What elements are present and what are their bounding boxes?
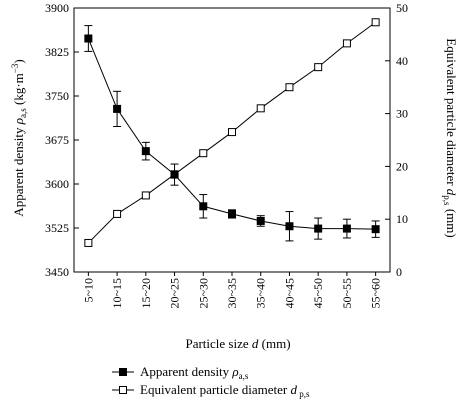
legend-marker-open-square <box>119 386 127 394</box>
density-point <box>199 202 208 211</box>
x-tick-label: 10~15 <box>110 278 124 309</box>
left-tick-label: 3750 <box>45 89 69 103</box>
plot-border <box>73 7 391 273</box>
x-tick-label: 15~20 <box>139 278 153 309</box>
density-point <box>228 209 236 218</box>
diameter-point <box>228 128 236 137</box>
left-tick-label: 3600 <box>45 177 69 191</box>
x-axis-ticks: 5~10 10~15 15~20 20~25 25~30 30~35 35~40 40~45 4… <box>81 272 383 309</box>
left-tick-label: 3675 <box>45 133 69 147</box>
left-tick-label: 3525 <box>45 221 69 235</box>
density-point <box>170 170 179 179</box>
density-point <box>141 147 150 156</box>
diameter-point <box>342 39 351 48</box>
x-tick-label: 45~50 <box>311 278 325 309</box>
right-tick-label: 30 <box>396 107 408 121</box>
legend-marker-filled-square <box>119 368 127 376</box>
diameter-point <box>256 104 265 113</box>
diameter-point <box>199 149 208 158</box>
legend-label-diameter: Equivalent particle diameter d p,s <box>140 382 310 399</box>
density-point <box>84 34 93 43</box>
diameter-point <box>371 18 380 27</box>
legend: Apparent density ρa,s Equivalent particl… <box>112 364 310 399</box>
right-tick-label: 0 <box>396 265 402 279</box>
series-diameter <box>84 18 380 247</box>
diameter-point <box>84 238 93 247</box>
x-tick-label: 55~60 <box>369 278 383 309</box>
x-axis-title: Particle size d (mm) <box>185 336 290 351</box>
plot-frame <box>73 7 391 273</box>
diameter-point <box>314 63 323 72</box>
density-point <box>342 224 351 233</box>
density-point <box>371 225 380 234</box>
diameter-point <box>285 83 294 92</box>
x-tick-label: 40~45 <box>282 278 296 309</box>
series-density <box>84 25 380 242</box>
right-tick-label: 40 <box>396 54 408 68</box>
right-tick-label: 50 <box>396 1 408 15</box>
left-tick-label: 3450 <box>45 265 69 279</box>
right-tick-label: 20 <box>396 159 408 173</box>
x-tick-label: 35~40 <box>254 278 268 309</box>
diameter-point <box>113 209 122 218</box>
x-tick-label: 20~25 <box>168 278 182 309</box>
density-point <box>256 216 265 225</box>
left-axis-title: Apparent density ρa,s (kg·m−3) <box>10 59 28 216</box>
diameter-point <box>141 191 150 200</box>
density-point <box>314 224 323 233</box>
legend-item-density: Apparent density ρa,s <box>112 364 249 381</box>
legend-item-diameter: Equivalent particle diameter d p,s <box>112 382 310 399</box>
left-axis-ticks: 3450 3525 3600 3675 3750 3825 3900 <box>45 1 79 279</box>
x-tick-label: 25~30 <box>196 278 210 309</box>
right-axis-title: Equivalent particle diameter dp,s (mm) <box>442 38 459 237</box>
right-tick-label: 10 <box>396 212 408 226</box>
left-tick-label: 3825 <box>45 45 69 59</box>
right-axis-ticks: 0 10 20 30 40 50 <box>385 1 408 279</box>
left-tick-label: 3900 <box>45 1 69 15</box>
x-tick-label: 30~35 <box>225 278 239 309</box>
x-tick-label: 50~55 <box>340 278 354 309</box>
x-tick-label: 5~10 <box>81 278 95 303</box>
density-point <box>113 104 122 113</box>
density-point <box>285 222 294 231</box>
legend-label-density: Apparent density ρa,s <box>140 364 249 381</box>
